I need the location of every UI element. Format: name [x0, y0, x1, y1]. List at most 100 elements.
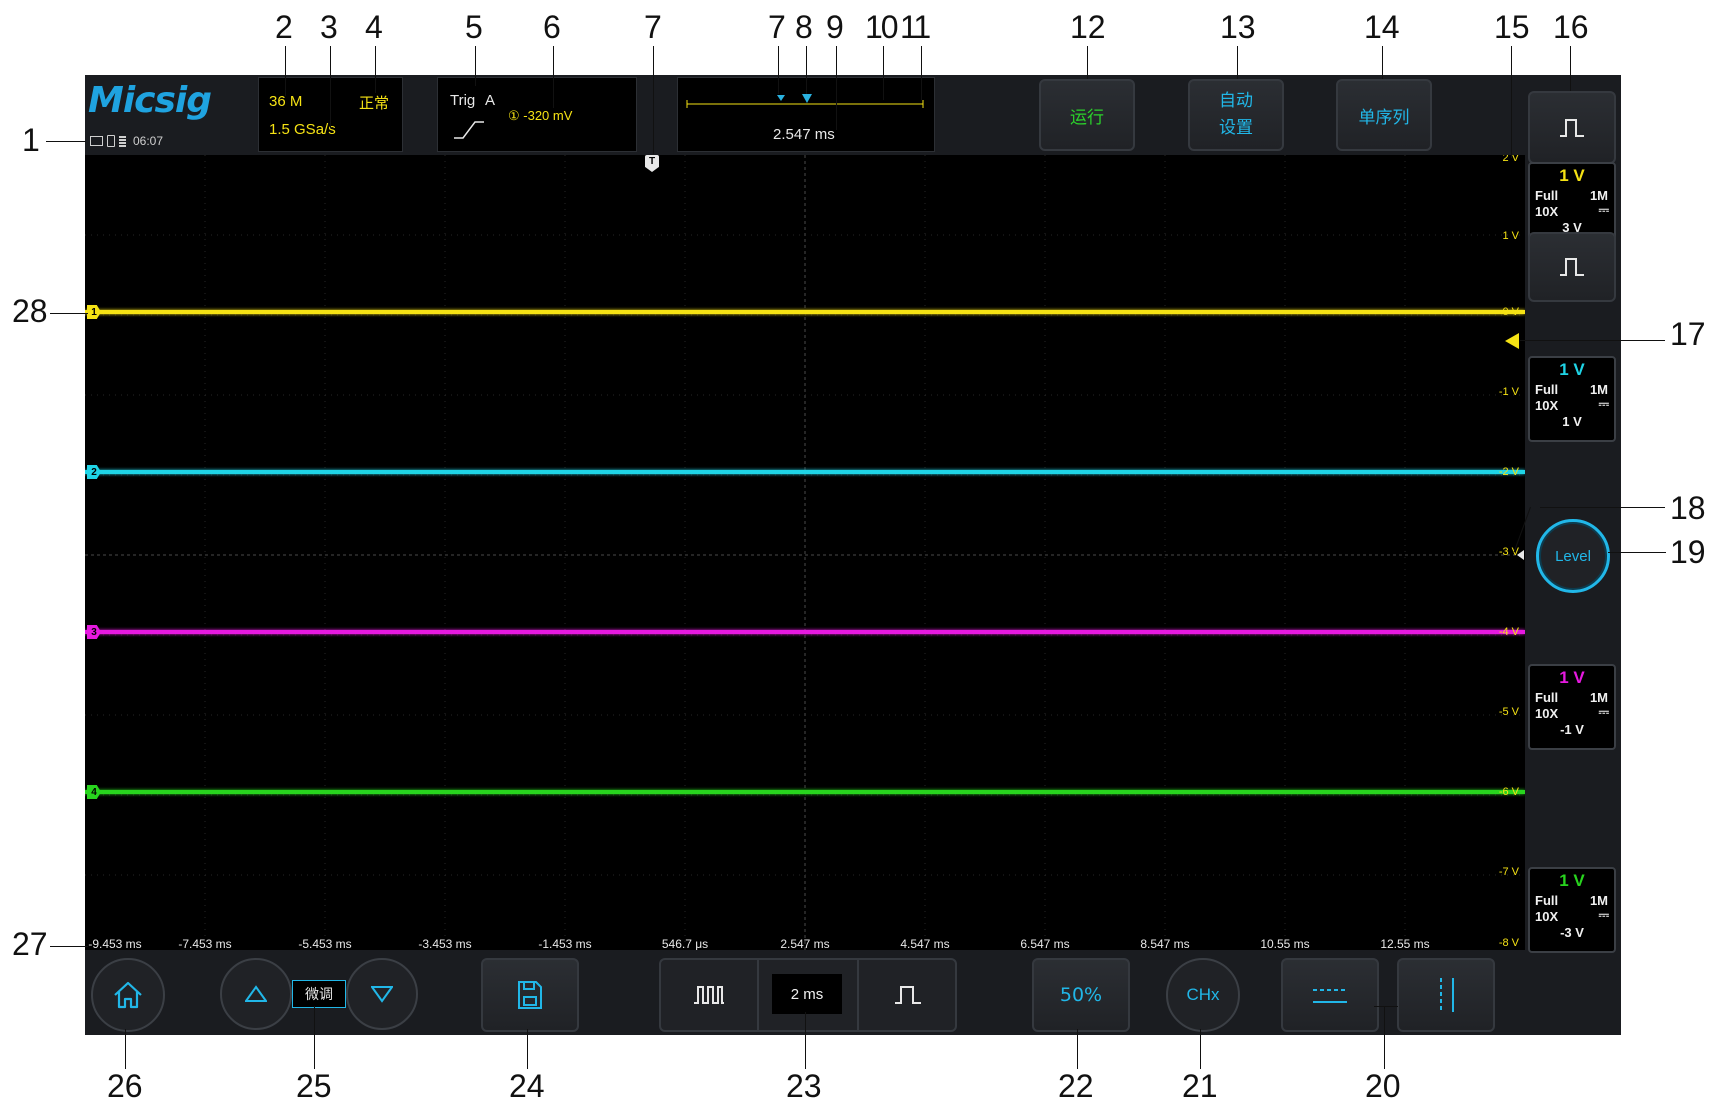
callout-line [1511, 46, 1512, 158]
timebase-group: 2 ms [659, 958, 957, 1032]
callout-line [1608, 552, 1666, 553]
trigger-info-box[interactable]: Trig A ① -320 mV [437, 77, 637, 152]
save-icon [518, 981, 542, 1009]
horizontal-cursor-button[interactable] [1281, 958, 1379, 1032]
run-stop-button[interactable]: 运行 [1039, 79, 1135, 151]
callout-line [1540, 507, 1665, 508]
battery-icon [119, 135, 126, 147]
trigger-position-marker[interactable]: T [645, 155, 659, 172]
ch2-settings[interactable]: 1 V Full 1M 10X ⎓ 1 V [1528, 356, 1616, 442]
callout-line [330, 46, 331, 128]
time-label: -9.453 ms [88, 937, 142, 950]
ch2-coupling-icon: ⎓ [1598, 396, 1609, 411]
ch4-trace [85, 790, 1525, 794]
callout-7b: 7 [768, 9, 786, 45]
ch1-marker[interactable]: 1 [87, 305, 101, 319]
pulse-icon [1560, 118, 1584, 137]
micsig-logo: Micsig [88, 80, 212, 121]
callout-line [778, 46, 779, 94]
ch-offset-arrow [1517, 550, 1524, 560]
vscale-label: -8 V [1498, 937, 1519, 949]
vertical-cursor-button[interactable] [1397, 958, 1495, 1032]
timebase-slower-button[interactable] [857, 960, 957, 1030]
ch1-coupling-icon: ⎓ [1598, 202, 1609, 217]
ch4-settings[interactable]: 1 V Full 1M 10X ⎓ -3 V [1528, 867, 1616, 953]
acquisition-mode: 正常 [359, 94, 390, 112]
ch3-trace [85, 630, 1525, 634]
pulse-button-bottom[interactable] [1528, 232, 1616, 302]
timebase-faster-button[interactable] [661, 960, 759, 1030]
ch3-marker[interactable]: 3 [87, 625, 101, 639]
ch2-volts-div: 1 V [1559, 360, 1585, 379]
vscale-label: 0 V [1502, 306, 1519, 318]
pulse-button-top[interactable] [1528, 91, 1616, 164]
level-knob-button[interactable]: Level [1536, 519, 1610, 593]
auto-setup-button[interactable]: 自动 设置 [1188, 79, 1284, 151]
waveform-display[interactable]: T 1 2 3 4 2 V 1 V 0 V -1 V -2 V -3 V -4 … [85, 155, 1525, 950]
chx-label: CHx [1186, 985, 1220, 1004]
callout-line [475, 46, 476, 86]
auto-setup-label-2: 设置 [1219, 118, 1253, 138]
callout-21: 21 [1182, 1068, 1218, 1104]
time-label: -5.453 ms [298, 937, 352, 950]
vscale-label: -6 V [1498, 786, 1519, 798]
callout-18: 18 [1670, 490, 1706, 526]
memory-timeline [686, 94, 924, 108]
single-sequence-button[interactable]: 单序列 [1336, 79, 1432, 151]
vscale-label: 1 V [1502, 230, 1519, 242]
clock-time: 06:07 [133, 134, 164, 148]
callout-11: 11 [900, 9, 931, 45]
channel-select-button[interactable]: CHx [1166, 958, 1240, 1032]
callout-line [806, 46, 807, 94]
triangle-down-icon [371, 986, 393, 1003]
callout-line [1374, 1006, 1398, 1007]
fine-adjust-toggle[interactable]: 微调 [292, 980, 346, 1008]
ch1-probe: 10X [1535, 204, 1559, 219]
time-label: 4.547 ms [900, 937, 950, 950]
vertical-cursor-icon [1440, 978, 1454, 1012]
callout-23: 23 [786, 1068, 822, 1104]
save-button[interactable] [481, 958, 579, 1032]
ch2-bandwidth: Full [1535, 382, 1559, 397]
trigger-type: A [485, 92, 496, 109]
callout-line [1087, 46, 1088, 79]
usb-icon [107, 135, 115, 147]
ch2-offset: 1 V [1562, 414, 1582, 429]
callout-12: 12 [1070, 9, 1106, 45]
dense-pulse-icon [694, 986, 724, 1004]
callout-line [50, 313, 88, 314]
ch3-volts-div: 1 V [1559, 668, 1585, 687]
trigger-level-arrow[interactable] [1505, 333, 1519, 349]
home-button[interactable] [91, 958, 165, 1032]
callout-line [1570, 46, 1571, 91]
ch4-marker[interactable]: 4 [87, 785, 101, 799]
level-label: Level [1555, 547, 1591, 565]
auto-setup-label-1: 自动 [1219, 91, 1253, 111]
fine-adjust-label: 微调 [305, 987, 333, 1003]
callout-line [1237, 46, 1238, 79]
ch1-bandwidth: Full [1535, 188, 1559, 203]
ch2-marker[interactable]: 2 [87, 465, 101, 479]
time-label: 6.547 ms [1020, 937, 1070, 950]
callout-line [836, 46, 837, 130]
vscale-label: -2 V [1498, 466, 1519, 478]
trigger-50-percent-button[interactable]: 50% [1032, 958, 1130, 1032]
vscale-label: -4 V [1498, 626, 1519, 638]
ch3-offset: -1 V [1560, 722, 1584, 737]
timebase-display[interactable]: 2 ms [772, 974, 842, 1014]
time-label: -1.453 ms [538, 937, 592, 950]
callout-line [1200, 1029, 1201, 1069]
ch3-settings[interactable]: 1 V Full 1M 10X ⎓ -1 V [1528, 664, 1616, 750]
callout-22: 22 [1058, 1068, 1094, 1104]
adjust-down-button[interactable] [346, 958, 418, 1030]
time-label: 10.55 ms [1260, 937, 1310, 950]
callout-27: 27 [12, 926, 48, 962]
adjust-up-button[interactable] [220, 958, 292, 1030]
callout-line [883, 46, 884, 100]
callout-line [50, 946, 88, 947]
home-icon [114, 981, 142, 1009]
callout-24: 24 [509, 1068, 545, 1104]
callout-20: 20 [1365, 1068, 1401, 1104]
fine-adjust-group: 微调 [220, 958, 418, 1030]
callout-15: 15 [1494, 9, 1530, 45]
